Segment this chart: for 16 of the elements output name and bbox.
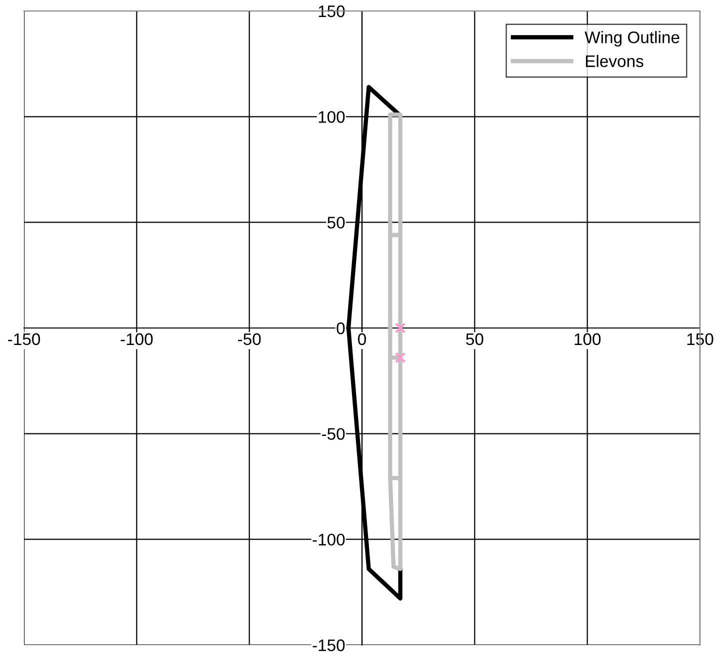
x-tick-label: -100 bbox=[120, 333, 153, 346]
y-tick-label: -50 bbox=[322, 428, 345, 440]
legend-label: Wing Outline bbox=[584, 31, 680, 47]
y-tick-label: -100 bbox=[312, 534, 345, 546]
y-tick-label: 50 bbox=[327, 216, 345, 229]
legend-label: Elevons bbox=[586, 54, 644, 68]
y-tick-label: -150 bbox=[312, 639, 345, 652]
x-tick-label: 50 bbox=[466, 333, 484, 346]
x-tick-label: 0 bbox=[358, 333, 366, 346]
y-tick-label: 0 bbox=[336, 322, 345, 334]
y-tick-label: 100 bbox=[318, 111, 345, 123]
x-tick-label: -150 bbox=[8, 333, 40, 346]
line-series bbox=[388, 112, 402, 572]
x-tick-label: -50 bbox=[238, 333, 261, 346]
x-tick-label: 100 bbox=[574, 333, 601, 346]
x-tick-label: 150 bbox=[687, 333, 714, 346]
